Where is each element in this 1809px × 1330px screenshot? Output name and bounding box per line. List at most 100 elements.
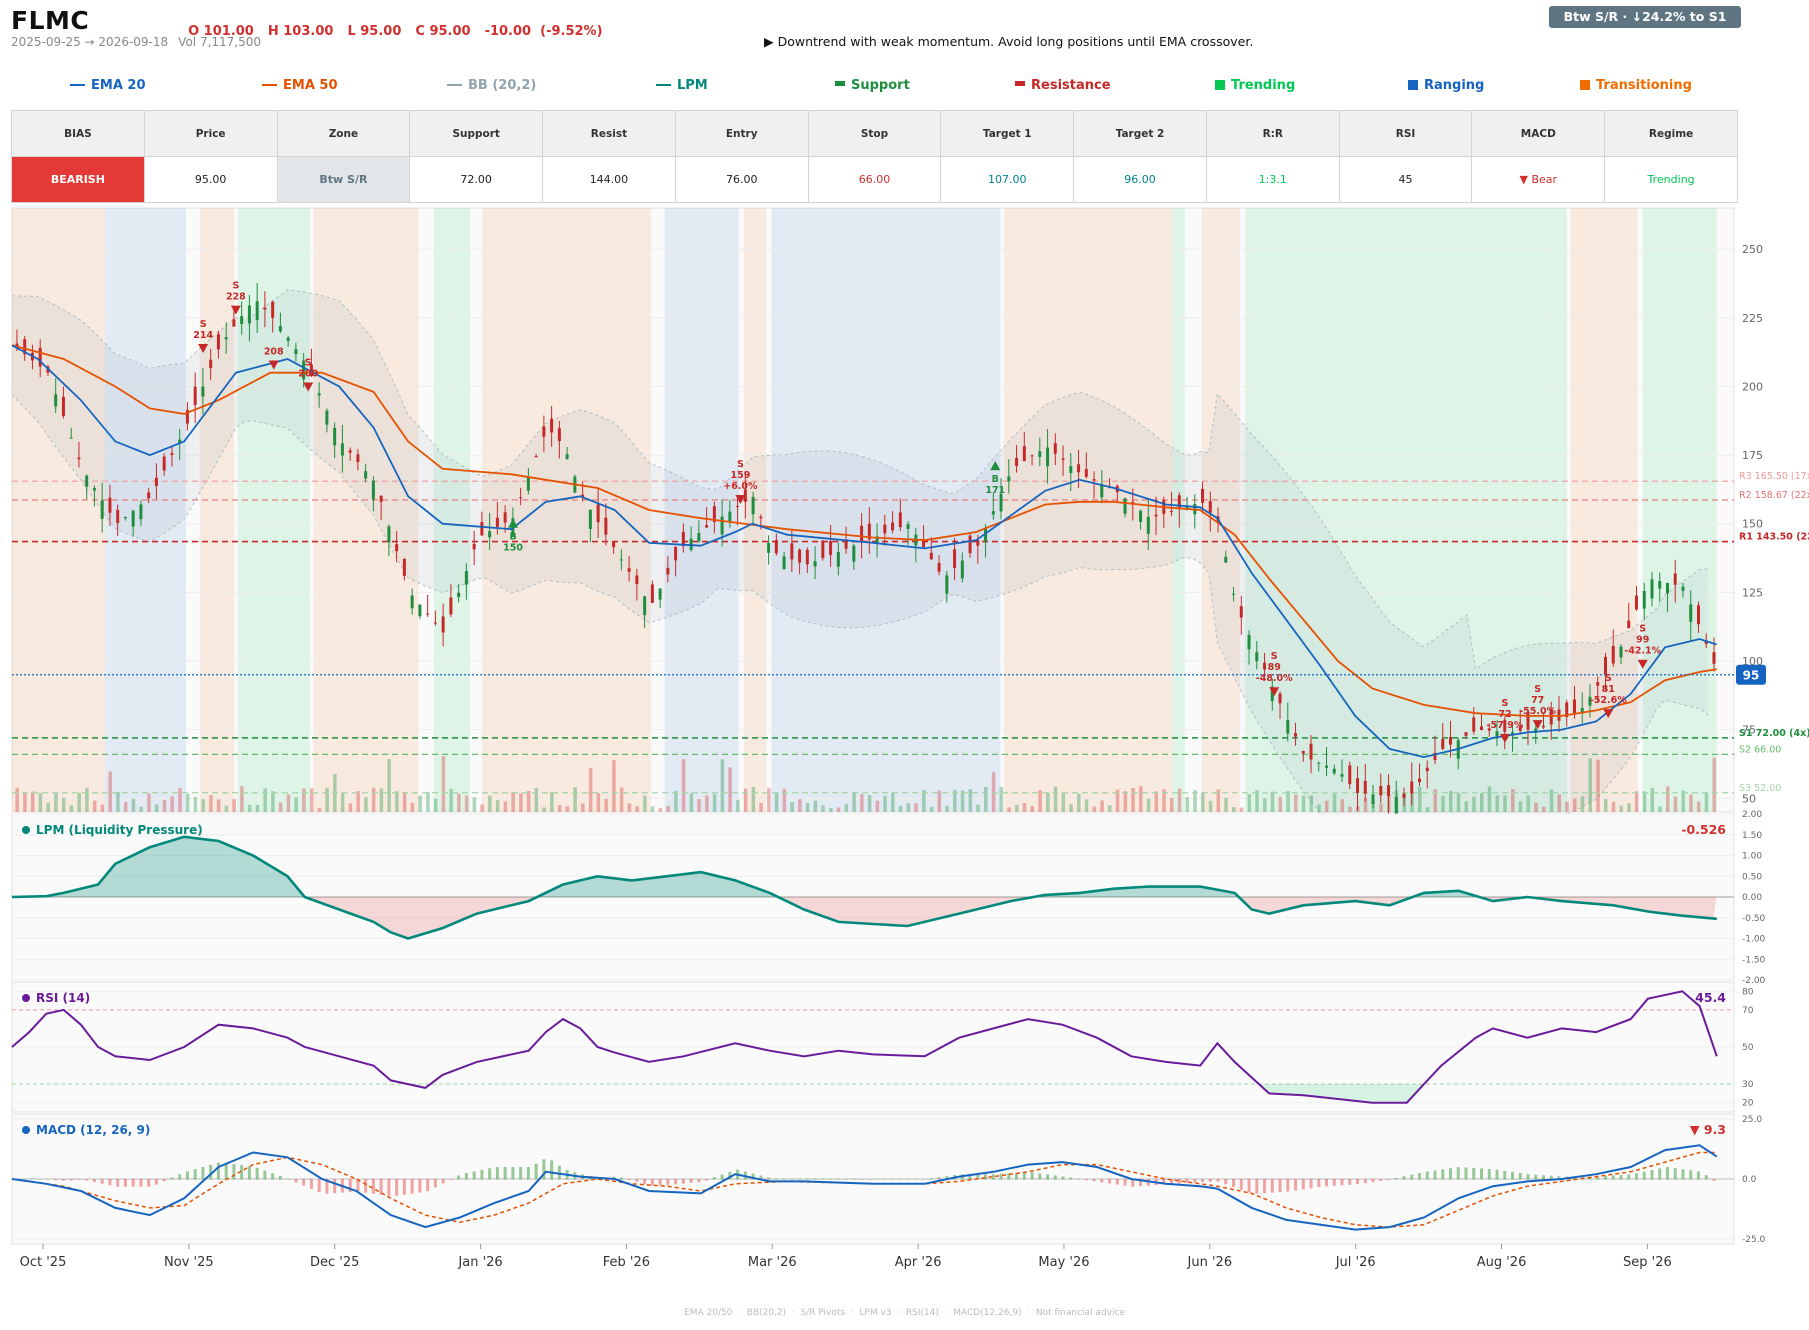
x-tick-label: Oct '25 — [20, 1255, 67, 1270]
volume-bar — [1449, 790, 1453, 812]
macd-histogram-bar — [883, 1179, 887, 1180]
macd-histogram-bar — [557, 1165, 561, 1180]
rsi-tick-label: 80 — [1742, 987, 1754, 997]
volume-bar — [77, 792, 81, 812]
volume-bar — [976, 804, 980, 812]
stats-value-rsi: 45 — [1338, 156, 1473, 203]
volume-bar — [426, 791, 430, 812]
candle-body — [418, 604, 422, 617]
chart-header: FLMC O 101.00 H 103.00 L 95.00 C 95.00 -10.0… — [0, 0, 1809, 60]
macd-tick-label: -25.0 — [1742, 1235, 1766, 1245]
candle-body — [588, 510, 592, 529]
stats-header-zone: Zone — [276, 110, 411, 157]
macd-histogram-bar — [1115, 1179, 1119, 1185]
macd-histogram-bar — [1681, 1169, 1685, 1180]
macd-histogram-bar — [402, 1179, 406, 1195]
macd-histogram-bar — [1363, 1179, 1367, 1184]
candle-body — [1038, 451, 1042, 457]
macd-histogram-bar — [1077, 1178, 1081, 1180]
candle-body — [1053, 443, 1057, 454]
macd-histogram-bar — [681, 1179, 685, 1184]
volume-bar — [1007, 807, 1011, 812]
macd-histogram-bar — [364, 1179, 368, 1193]
macd-histogram-bar — [1139, 1179, 1143, 1187]
volume-bar — [441, 756, 446, 812]
candle-body — [379, 495, 383, 502]
candle-body — [294, 349, 298, 355]
volume-bar — [317, 807, 322, 812]
macd-histogram-bar — [433, 1179, 437, 1188]
volume-bar — [356, 791, 360, 812]
macd-histogram-bar — [139, 1179, 143, 1187]
macd-histogram-bar — [1108, 1179, 1112, 1184]
volume-bar — [1255, 790, 1259, 812]
volume-bar — [488, 795, 492, 812]
level-label: S1 72.00 (4x) — [1739, 728, 1809, 739]
volume-bar — [271, 791, 275, 812]
volume-bar — [100, 804, 105, 812]
macd-histogram-bar — [131, 1179, 135, 1187]
candle-body — [712, 506, 716, 522]
x-tick-label: Jul '26 — [1335, 1255, 1376, 1270]
macd-histogram-bar — [1325, 1179, 1329, 1187]
candle-body — [984, 528, 988, 542]
candle-body — [821, 540, 825, 559]
candle-body — [1611, 646, 1615, 664]
candle-body — [433, 622, 437, 624]
signal-label-line: S — [1502, 698, 1509, 709]
candle-body — [449, 597, 453, 615]
volume-bar — [294, 797, 298, 812]
candle-body — [116, 509, 120, 524]
macd-histogram-bar — [480, 1169, 484, 1180]
candle-body — [38, 347, 42, 367]
candle-body — [271, 301, 275, 318]
macd-histogram-bar — [658, 1179, 662, 1186]
macd-histogram-bar — [666, 1179, 670, 1186]
lpm-tick-label: 0.50 — [1742, 872, 1762, 882]
volume-bar — [302, 788, 306, 812]
macd-histogram-bar — [495, 1166, 499, 1180]
candle-body — [953, 549, 957, 568]
legend-label: EMA 20 — [91, 78, 146, 93]
candle-body — [960, 560, 964, 579]
volume-bar — [325, 787, 329, 812]
candle-body — [1526, 711, 1530, 730]
volume-bar — [216, 799, 221, 812]
stats-header-price: Price — [143, 110, 278, 157]
signal-label-line: S — [232, 281, 239, 292]
macd-histogram-bar — [247, 1166, 251, 1180]
rsi-line — [11, 990, 1718, 1104]
volume-bar — [1224, 797, 1228, 812]
candle-body — [1603, 656, 1607, 675]
volume-bar — [1495, 795, 1500, 812]
close-value: C 95.00 — [415, 24, 471, 39]
volume-bar — [588, 767, 593, 812]
macd-histogram-bar — [1193, 1179, 1197, 1183]
macd-tick-label: 0.0 — [1742, 1175, 1757, 1185]
candle-body — [216, 334, 220, 350]
candle-body — [170, 453, 174, 456]
volume-bar — [860, 794, 864, 812]
volume-bar — [364, 797, 368, 812]
macd-histogram-bar — [1263, 1179, 1267, 1194]
macd-histogram-bar — [1712, 1179, 1716, 1181]
candle-body — [108, 497, 112, 513]
candle-body — [278, 326, 282, 332]
macd-histogram-bar — [1464, 1167, 1468, 1180]
candle-body — [759, 516, 763, 519]
macd-histogram-bar — [891, 1179, 895, 1180]
legend-label: EMA 50 — [283, 78, 338, 93]
rsi-tick-label: 30 — [1742, 1080, 1754, 1090]
volume-bar — [805, 802, 810, 812]
macd-histogram-bar — [418, 1179, 422, 1193]
macd-histogram-bar — [193, 1169, 197, 1180]
volume-bar — [402, 791, 407, 812]
macd-histogram-bar — [1278, 1179, 1282, 1193]
rsi-value: 45.4 — [1695, 990, 1726, 1005]
macd-histogram-bar — [1317, 1179, 1321, 1188]
volume-bar — [201, 799, 205, 812]
macd-histogram-bar — [1658, 1168, 1662, 1180]
candle-body — [697, 533, 701, 542]
x-tick-label: Dec '25 — [310, 1255, 359, 1270]
volume-bar — [263, 788, 267, 812]
